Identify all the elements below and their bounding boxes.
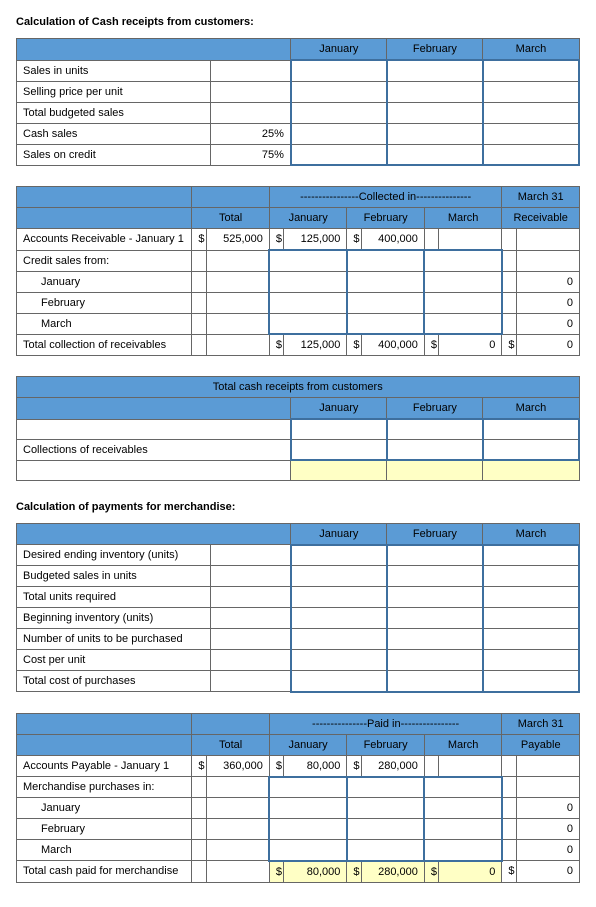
- row-collections: Collections of receivables: [17, 439, 580, 460]
- row-total-highlight: [17, 460, 580, 480]
- row-ap-jan1: Accounts Payable - January 1 $360,000 $8…: [17, 755, 580, 777]
- pct-cash: 25%: [211, 123, 291, 144]
- row-merch-in: Merchandise purchases in:: [17, 777, 580, 798]
- total-cell: [387, 460, 483, 480]
- march31-header: March 31: [502, 187, 580, 208]
- row-total-collection: Total collection of receivables $125,000…: [17, 334, 580, 356]
- row-cash-sales: Cash sales 25%: [17, 123, 580, 144]
- table-subheader-row: Total January February March Receivable: [17, 208, 580, 229]
- row-cs-mar: March 0: [17, 313, 580, 334]
- table-collections: ----------------Collected in------------…: [16, 186, 580, 356]
- input-cell[interactable]: [291, 60, 387, 81]
- table-merchandise: January February March Desired ending in…: [16, 523, 580, 693]
- col-january: January: [291, 39, 387, 61]
- section3-title: Total cash receipts from customers: [17, 377, 580, 398]
- row-blank: [17, 419, 580, 439]
- table-header-row: January February March: [17, 39, 580, 61]
- march31-header: March 31: [502, 713, 580, 734]
- section1-title: Calculation of Cash receipts from custom…: [16, 16, 580, 28]
- row-selling-price: Selling price per unit: [17, 81, 580, 102]
- table-header-row: ---------------Paid in---------------- M…: [17, 713, 580, 734]
- row-sales-units: Sales in units: [17, 60, 580, 81]
- col-february: February: [387, 39, 483, 61]
- table-total-cash-receipts: Total cash receipts from customers Janua…: [16, 376, 580, 481]
- row-cs-feb: February 0: [17, 292, 580, 313]
- row-credit-sales: Sales on credit 75%: [17, 144, 580, 165]
- input-cell[interactable]: [483, 60, 579, 81]
- row-credit-from: Credit sales from:: [17, 250, 580, 271]
- collected-in-header: ----------------Collected in------------…: [269, 187, 501, 208]
- pct-credit: 75%: [211, 144, 291, 165]
- col-march: March: [483, 39, 579, 61]
- section4-title: Calculation of payments for merchandise:: [16, 501, 580, 513]
- table-title-row: Total cash receipts from customers: [17, 377, 580, 398]
- table-cash-receipts: January February March Sales in units Se…: [16, 38, 580, 166]
- input-cell[interactable]: [387, 60, 483, 81]
- table-payments: ---------------Paid in---------------- M…: [16, 713, 580, 883]
- paid-in-header: ---------------Paid in----------------: [269, 713, 502, 734]
- row-total-budgeted: Total budgeted sales: [17, 102, 580, 123]
- table-subheader-row: Total January February March Payable: [17, 734, 580, 755]
- row-total-paid: Total cash paid for merchandise $80,000 …: [17, 861, 580, 883]
- row-cs-jan: January 0: [17, 271, 580, 292]
- table-header-row: January February March: [17, 523, 580, 545]
- table-header-row: January February March: [17, 398, 580, 420]
- total-cell: [291, 460, 387, 480]
- row-ar-jan1: Accounts Receivable - January 1 $525,000…: [17, 229, 580, 251]
- total-cell: [483, 460, 579, 480]
- table-header-row: ----------------Collected in------------…: [17, 187, 580, 208]
